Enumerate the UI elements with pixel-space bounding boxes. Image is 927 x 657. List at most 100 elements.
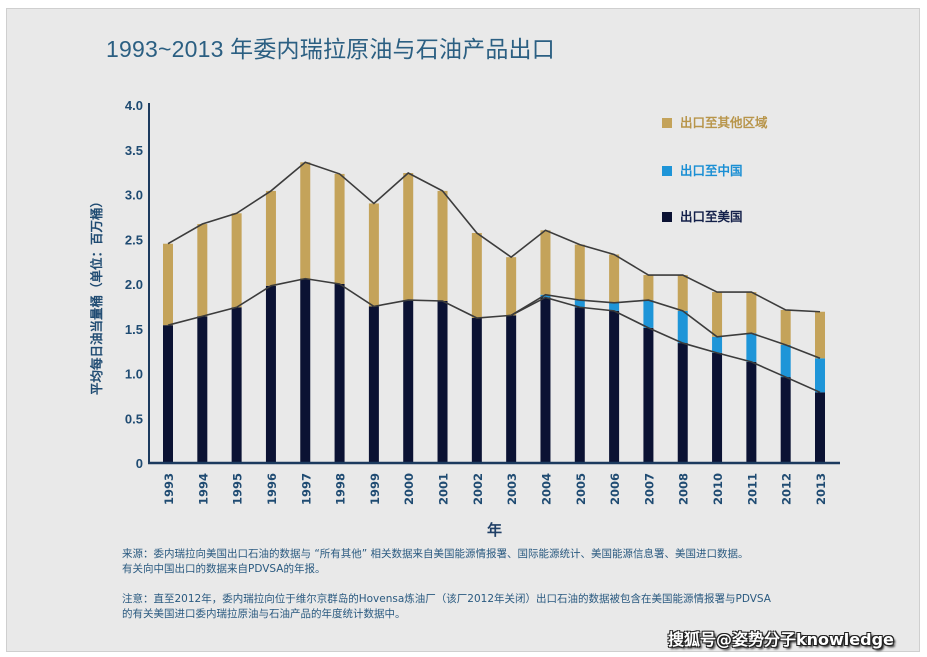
x-axis-label: 年 — [487, 521, 503, 539]
bar-us-2000 — [403, 300, 414, 463]
x-tick-label: 1999 — [368, 473, 382, 505]
legend-item-china: 出口至中国 — [662, 160, 743, 179]
x-tick-label: 1993 — [162, 473, 176, 505]
bar-us-2008 — [677, 343, 688, 463]
note-line-1: 注意：直至2012年，委内瑞拉向位于维尔京群岛的Hovensa炼油厂（该厂201… — [122, 593, 771, 605]
bar-us-2010 — [712, 352, 723, 463]
y-axis-label: 平均每日油当量桶（单位：百万桶） — [89, 194, 104, 395]
x-tick-label: 1996 — [265, 473, 279, 505]
legend-item-us: 出口至美国 — [662, 206, 743, 225]
x-tick-label: 2002 — [471, 473, 485, 505]
x-tick-label: 2005 — [574, 473, 588, 505]
bar-other-2012 — [780, 309, 791, 345]
bar-china-2005 — [574, 300, 585, 308]
bar-china-2006 — [609, 302, 620, 311]
x-tick-label: 2013 — [814, 473, 828, 505]
bar-us-1995 — [231, 307, 242, 463]
bar-us-2002 — [471, 318, 482, 463]
bar-us-2005 — [574, 307, 585, 463]
x-tick-label: 2006 — [608, 473, 622, 505]
bar-us-1997 — [300, 278, 311, 463]
bar-china-2012 — [780, 344, 791, 378]
bar-china-2008 — [677, 310, 688, 344]
bar-us-2013 — [815, 392, 825, 463]
source-line-1: 来源：委内瑞拉向美国出口石油的数据与 “所有其他” 相关数据来自美国能源情报署、… — [122, 548, 749, 560]
y-tick-label: 2.5 — [125, 232, 143, 247]
bar-other-2003 — [506, 257, 517, 316]
x-tick-label: 2011 — [745, 473, 759, 505]
x-tick-label: 2000 — [402, 473, 416, 505]
bar-other-1997 — [300, 162, 311, 279]
y-tick-label: 1.0 — [125, 367, 143, 382]
x-tick-label: 2007 — [642, 473, 656, 505]
bar-china-2013 — [815, 358, 825, 393]
note-line-2: 的有关美国进口委内瑞拉原油与石油产品的年度统计数据中。 — [122, 608, 406, 620]
legend-label-china: 出口至中国 — [680, 163, 743, 178]
x-tick-label: 2004 — [539, 473, 553, 505]
bar-us-2001 — [437, 301, 448, 463]
y-tick-label: 0.5 — [125, 411, 143, 426]
y-tick-label: 2.0 — [125, 277, 143, 292]
legend-label-other: 出口至其他区域 — [680, 115, 768, 130]
bar-other-2002 — [471, 232, 482, 319]
bar-other-2004 — [540, 230, 551, 295]
legend-item-other: 出口至其他区域 — [662, 112, 768, 131]
legend-swatch-china — [662, 166, 672, 176]
bar-us-2011 — [746, 361, 757, 463]
bar-us-2006 — [609, 310, 620, 463]
x-tick-label: 2010 — [711, 473, 725, 505]
y-tick-label: 1.5 — [125, 322, 143, 337]
source-line-2: 有关向中国出口的数据来自PDVSA的年报。 — [122, 563, 326, 575]
bar-us-2007 — [643, 327, 654, 463]
bar-china-2010 — [712, 336, 723, 353]
x-tick-label: 1997 — [299, 473, 313, 505]
bar-other-2006 — [609, 254, 620, 303]
bar-us-2012 — [780, 377, 791, 463]
bar-other-1993 — [163, 243, 173, 326]
bar-us-2003 — [506, 315, 517, 463]
y-tick-label: 0 — [136, 456, 143, 471]
bar-other-2005 — [574, 244, 585, 301]
x-tick-label: 1995 — [231, 473, 245, 505]
legend-label-us: 出口至美国 — [680, 209, 743, 224]
y-tick-label: 3.5 — [125, 143, 143, 158]
total-outline — [167, 161, 821, 313]
legend-swatch-other — [662, 118, 672, 128]
bar-other-2013 — [815, 311, 825, 359]
bar-other-1994 — [197, 224, 208, 317]
bar-other-2007 — [643, 275, 654, 301]
bar-us-1994 — [197, 316, 208, 463]
chart-frame — [6, 8, 920, 652]
bar-us-1998 — [334, 284, 345, 463]
china-outline — [510, 293, 821, 360]
bar-us-1996 — [265, 285, 276, 463]
x-tick-label: 1994 — [196, 473, 210, 505]
x-tick-label: 1998 — [334, 473, 348, 505]
chart-title: 1993~2013 年委内瑞拉原油与石油产品出口 — [106, 36, 555, 62]
bar-other-1995 — [231, 213, 242, 308]
watermark: 搜狐号@姿势分子knowledge — [668, 630, 894, 649]
bar-other-1996 — [265, 190, 276, 286]
bar-us-2004 — [540, 297, 551, 463]
source-note: 来源：委内瑞拉向美国出口石油的数据与 “所有其他” 相关数据来自美国能源情报署、… — [122, 547, 749, 577]
bar-us-1999 — [368, 306, 379, 463]
bar-other-1998 — [334, 173, 345, 284]
legend-swatch-us — [662, 212, 672, 222]
x-tick-label: 2012 — [780, 473, 794, 505]
bar-other-2008 — [677, 275, 688, 311]
bar-other-2000 — [403, 173, 414, 301]
x-tick-label: 2008 — [677, 473, 691, 505]
y-tick-label: 4.0 — [125, 98, 143, 113]
caveat-note: 注意：直至2012年，委内瑞拉向位于维尔京群岛的Hovensa炼油厂（该厂201… — [122, 592, 771, 622]
bar-china-2007 — [643, 300, 654, 328]
bar-other-2001 — [437, 190, 448, 302]
bar-china-2011 — [746, 333, 757, 362]
x-tick-label: 2001 — [437, 473, 451, 505]
bar-other-2010 — [712, 292, 723, 337]
bar-other-1999 — [368, 203, 379, 307]
y-tick-label: 3.0 — [125, 188, 143, 203]
bar-other-2011 — [746, 292, 757, 334]
bar-china-2004 — [540, 294, 551, 298]
bar-us-1993 — [163, 325, 173, 463]
